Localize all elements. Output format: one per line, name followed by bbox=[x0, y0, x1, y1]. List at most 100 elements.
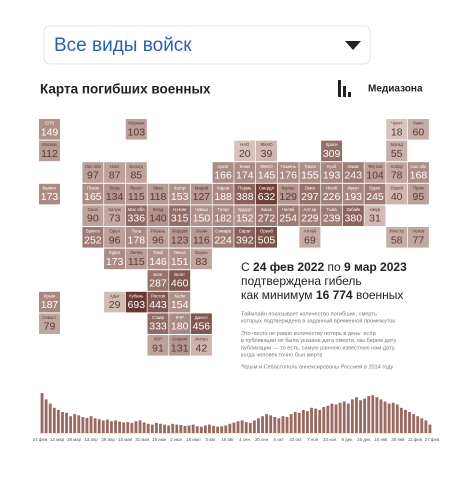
region-value: 18 bbox=[391, 126, 403, 138]
region-tile bbox=[407, 119, 429, 140]
region-name: Самара bbox=[215, 229, 231, 234]
region-name: Омск bbox=[305, 185, 315, 190]
region-name: Хакас bbox=[347, 164, 360, 169]
summary-line-1: С 24 фев 2022 по 9 мар 2023 bbox=[241, 260, 407, 274]
region-name: Крым bbox=[44, 293, 55, 298]
timeline-bar bbox=[293, 412, 297, 433]
timeline-bar bbox=[191, 424, 195, 433]
region-tile bbox=[169, 248, 191, 270]
region-value: 182 bbox=[214, 213, 232, 225]
region-value: 333 bbox=[149, 321, 167, 333]
region-tile bbox=[190, 313, 212, 334]
region-tile bbox=[190, 248, 212, 270]
region-name: Псков bbox=[87, 185, 100, 190]
timeline-bar bbox=[97, 419, 101, 433]
region-tile bbox=[364, 162, 386, 183]
timeline-bar bbox=[301, 409, 305, 433]
timeline-bar bbox=[379, 399, 383, 433]
timeline-bar bbox=[203, 425, 207, 433]
timeline-bar bbox=[318, 409, 322, 433]
dropdown-caret[interactable] bbox=[345, 41, 361, 50]
timeline-bar bbox=[85, 417, 89, 433]
region-value: 123 bbox=[171, 234, 189, 246]
region-name: Калинг bbox=[43, 185, 57, 190]
timeline-bar bbox=[93, 418, 97, 433]
timeline-bar bbox=[322, 406, 326, 433]
region-tile bbox=[342, 205, 364, 226]
region-name: Тюмень bbox=[280, 164, 296, 169]
region-tile bbox=[104, 291, 126, 313]
region-name: Липец bbox=[130, 250, 143, 255]
region-name: Оренб bbox=[260, 229, 273, 234]
region-tile bbox=[169, 291, 191, 313]
timeline-bar bbox=[101, 420, 105, 433]
summary-end: 9 мар 2023 bbox=[344, 260, 407, 274]
timeline-bar bbox=[130, 422, 134, 433]
timeline-bar bbox=[399, 407, 403, 433]
region-value: 91 bbox=[152, 342, 164, 354]
region-tile bbox=[364, 183, 386, 205]
region-name: Костр bbox=[174, 185, 186, 190]
region-tile bbox=[407, 183, 429, 205]
region-value: 96 bbox=[109, 234, 121, 246]
region-name: Татар bbox=[217, 207, 229, 212]
region-name: Севаст bbox=[42, 315, 56, 320]
timeline-label: 7 ноя bbox=[307, 437, 319, 442]
region-name: Ставр bbox=[152, 315, 165, 320]
region-name: Пенза bbox=[174, 250, 187, 255]
timeline-label: 10 янв bbox=[374, 437, 388, 442]
brand-name: Медиазона bbox=[368, 84, 423, 95]
region-name: Коми bbox=[240, 164, 251, 169]
timeline-bar bbox=[175, 424, 179, 433]
timeline-bar bbox=[138, 420, 142, 433]
region-value: 154 bbox=[171, 299, 189, 311]
region-tile bbox=[39, 291, 60, 313]
region-value: 73 bbox=[109, 213, 121, 225]
timeline-bar bbox=[383, 401, 387, 433]
filter-dropdown[interactable] bbox=[43, 25, 371, 65]
region-value: 39 bbox=[261, 148, 273, 160]
region-name: Иностр bbox=[390, 229, 405, 234]
region-name: Орел bbox=[109, 229, 120, 234]
region-name: Архнг bbox=[217, 164, 229, 169]
timeline-bar bbox=[65, 412, 68, 433]
timeline-bar bbox=[269, 415, 273, 433]
region-name: Кубань bbox=[129, 293, 144, 298]
region-value: 229 bbox=[301, 213, 319, 225]
region-value: 96 bbox=[152, 234, 164, 246]
region-value: 505 bbox=[258, 234, 276, 246]
region-name: ЯНАО bbox=[260, 142, 273, 147]
region-name: Пермь bbox=[238, 185, 252, 190]
region-name: Чукот bbox=[391, 121, 402, 126]
timeline-bar bbox=[228, 423, 232, 433]
region-tile bbox=[147, 335, 169, 356]
region-tile bbox=[212, 227, 234, 248]
timeline-label: 11 фев bbox=[408, 437, 423, 442]
filter-label[interactable]: Все виды войск bbox=[54, 35, 192, 56]
timeline-bar bbox=[126, 422, 130, 433]
region-tile bbox=[125, 227, 147, 248]
region-value: 55 bbox=[391, 148, 403, 160]
region-value: 239 bbox=[323, 213, 341, 225]
region-tile bbox=[277, 183, 299, 205]
timeline-bar bbox=[40, 393, 44, 433]
region-name: Ингуш bbox=[195, 337, 208, 342]
region-value: 243 bbox=[345, 169, 363, 181]
region-value: 95 bbox=[413, 191, 425, 203]
region-name: Ульян bbox=[195, 229, 208, 234]
timeline-bar bbox=[232, 422, 236, 433]
region-name: Яросл bbox=[130, 185, 143, 190]
region-value: 152 bbox=[236, 213, 254, 225]
timeline-bar bbox=[154, 422, 158, 433]
region-tile bbox=[342, 162, 364, 183]
region-tile bbox=[147, 270, 169, 291]
region-value: 155 bbox=[301, 169, 319, 181]
summary-start: 24 фев 2022 bbox=[253, 260, 324, 274]
region-value: 392 bbox=[236, 234, 254, 246]
brand-logo bbox=[338, 80, 351, 97]
region-tile bbox=[104, 183, 126, 205]
region-name: КЧР bbox=[176, 315, 184, 320]
timeline-bar bbox=[395, 404, 399, 433]
timeline-bar bbox=[375, 397, 379, 433]
